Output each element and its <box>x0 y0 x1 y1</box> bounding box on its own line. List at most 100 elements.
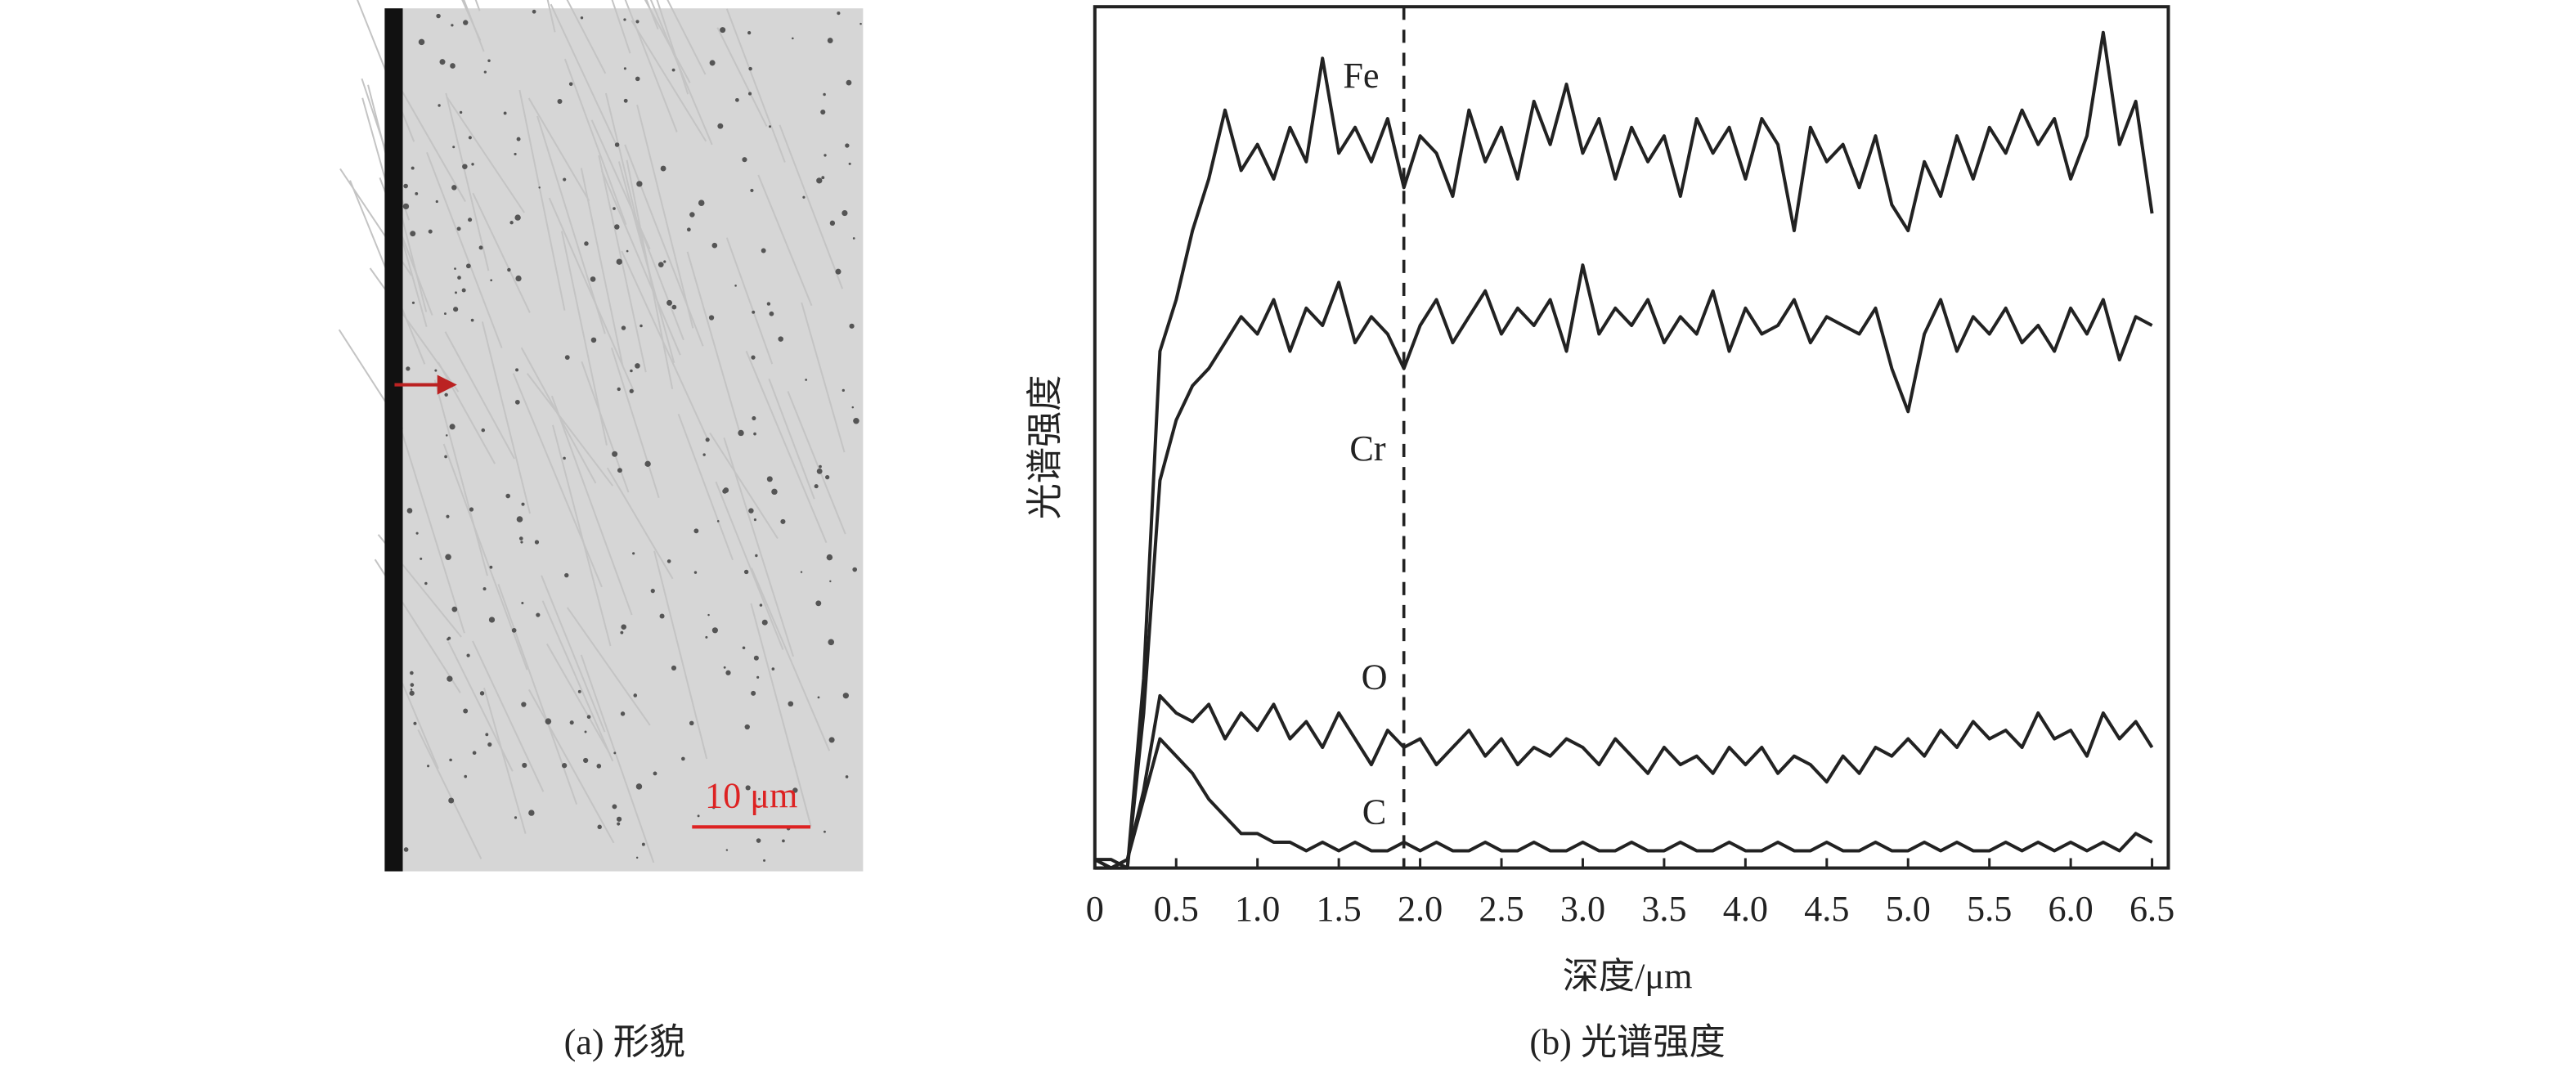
pit <box>469 507 474 512</box>
pit <box>468 136 472 140</box>
pit <box>507 267 511 272</box>
pit <box>613 207 616 210</box>
pit <box>435 200 438 204</box>
pit <box>771 488 778 496</box>
pit <box>514 214 521 221</box>
streak <box>580 168 624 367</box>
pit <box>461 288 466 293</box>
pit <box>569 720 574 725</box>
pit <box>545 718 552 724</box>
streak <box>637 222 684 341</box>
pit <box>748 508 754 514</box>
streak <box>653 550 708 760</box>
streak <box>611 0 631 54</box>
pit <box>597 824 602 829</box>
pit <box>849 323 855 329</box>
pit <box>447 675 453 682</box>
pit <box>742 157 747 163</box>
pit <box>758 797 761 801</box>
pit <box>821 176 825 180</box>
pit <box>584 241 589 246</box>
streak <box>401 90 466 202</box>
pit <box>590 337 597 343</box>
series-line <box>1093 693 2154 870</box>
pit <box>568 82 573 87</box>
pit <box>826 554 833 561</box>
pit <box>755 554 758 558</box>
pit <box>446 514 450 518</box>
pit <box>689 212 695 218</box>
pit <box>708 315 715 321</box>
pit <box>415 532 419 535</box>
pit <box>617 822 621 826</box>
streak <box>750 567 831 751</box>
pit <box>705 635 708 639</box>
pit <box>428 229 433 234</box>
streak <box>541 575 606 733</box>
streak <box>716 27 768 127</box>
pit <box>583 757 589 764</box>
caption: (a) 形貌 <box>564 1022 686 1062</box>
pit <box>792 37 794 40</box>
pit <box>452 146 456 149</box>
pit <box>748 92 752 96</box>
series-line <box>1093 737 2153 870</box>
x-tick-label: 3.5 <box>1641 889 1686 929</box>
x-tick-label: 1.0 <box>1235 889 1280 929</box>
x-tick-label: 2.0 <box>1398 889 1443 929</box>
pit <box>449 758 452 762</box>
streak <box>445 92 490 271</box>
pit <box>488 617 496 623</box>
streak <box>438 361 496 464</box>
pit <box>438 104 441 107</box>
pit <box>424 581 428 585</box>
pit <box>563 177 567 182</box>
streak <box>715 481 784 650</box>
pit <box>514 816 518 819</box>
pit <box>835 268 841 275</box>
pit <box>763 859 766 862</box>
streak <box>580 654 655 863</box>
streak <box>787 391 846 535</box>
pit <box>635 363 640 369</box>
streak <box>417 729 482 859</box>
streak <box>482 687 527 834</box>
pit <box>841 210 848 217</box>
pit <box>752 415 756 421</box>
pit <box>725 849 729 851</box>
pit <box>751 690 756 696</box>
pit <box>402 203 410 210</box>
pit <box>479 691 485 696</box>
pit <box>489 565 493 569</box>
pit <box>614 224 620 230</box>
pit <box>788 701 794 707</box>
pit <box>846 79 852 86</box>
pit <box>689 720 694 726</box>
pit <box>630 369 633 373</box>
pit <box>633 693 638 697</box>
pit <box>612 451 618 457</box>
pit <box>824 830 826 833</box>
pit <box>511 628 517 633</box>
pit <box>449 424 456 430</box>
x-tick-label: 2.5 <box>1479 889 1524 929</box>
series-label: O <box>1362 657 1388 697</box>
pit <box>782 839 785 843</box>
pit <box>515 368 519 372</box>
pit <box>712 805 716 810</box>
pit <box>538 186 541 189</box>
pit <box>640 324 643 328</box>
pit <box>514 152 517 156</box>
pit <box>671 68 675 72</box>
series-label: C <box>1362 792 1387 832</box>
pit <box>434 369 438 372</box>
streak <box>600 170 681 356</box>
x-tick-label: 4.5 <box>1804 889 1849 929</box>
pit <box>635 20 640 24</box>
pit <box>621 624 626 630</box>
pit <box>406 508 413 514</box>
pit <box>666 299 673 306</box>
pit <box>747 31 752 35</box>
series-label: Cr <box>1349 428 1385 469</box>
pit <box>660 165 666 172</box>
